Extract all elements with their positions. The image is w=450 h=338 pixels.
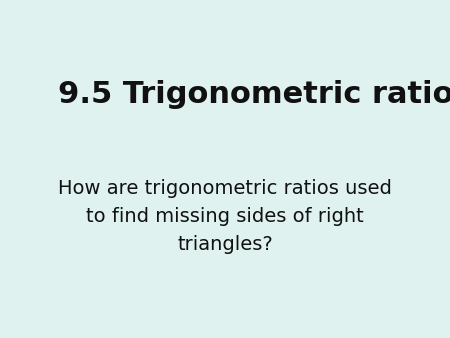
Text: How are trigonometric ratios used
to find missing sides of right
triangles?: How are trigonometric ratios used to fin… — [58, 179, 392, 254]
Text: 9.5 Trigonometric ratios: 9.5 Trigonometric ratios — [58, 80, 450, 109]
